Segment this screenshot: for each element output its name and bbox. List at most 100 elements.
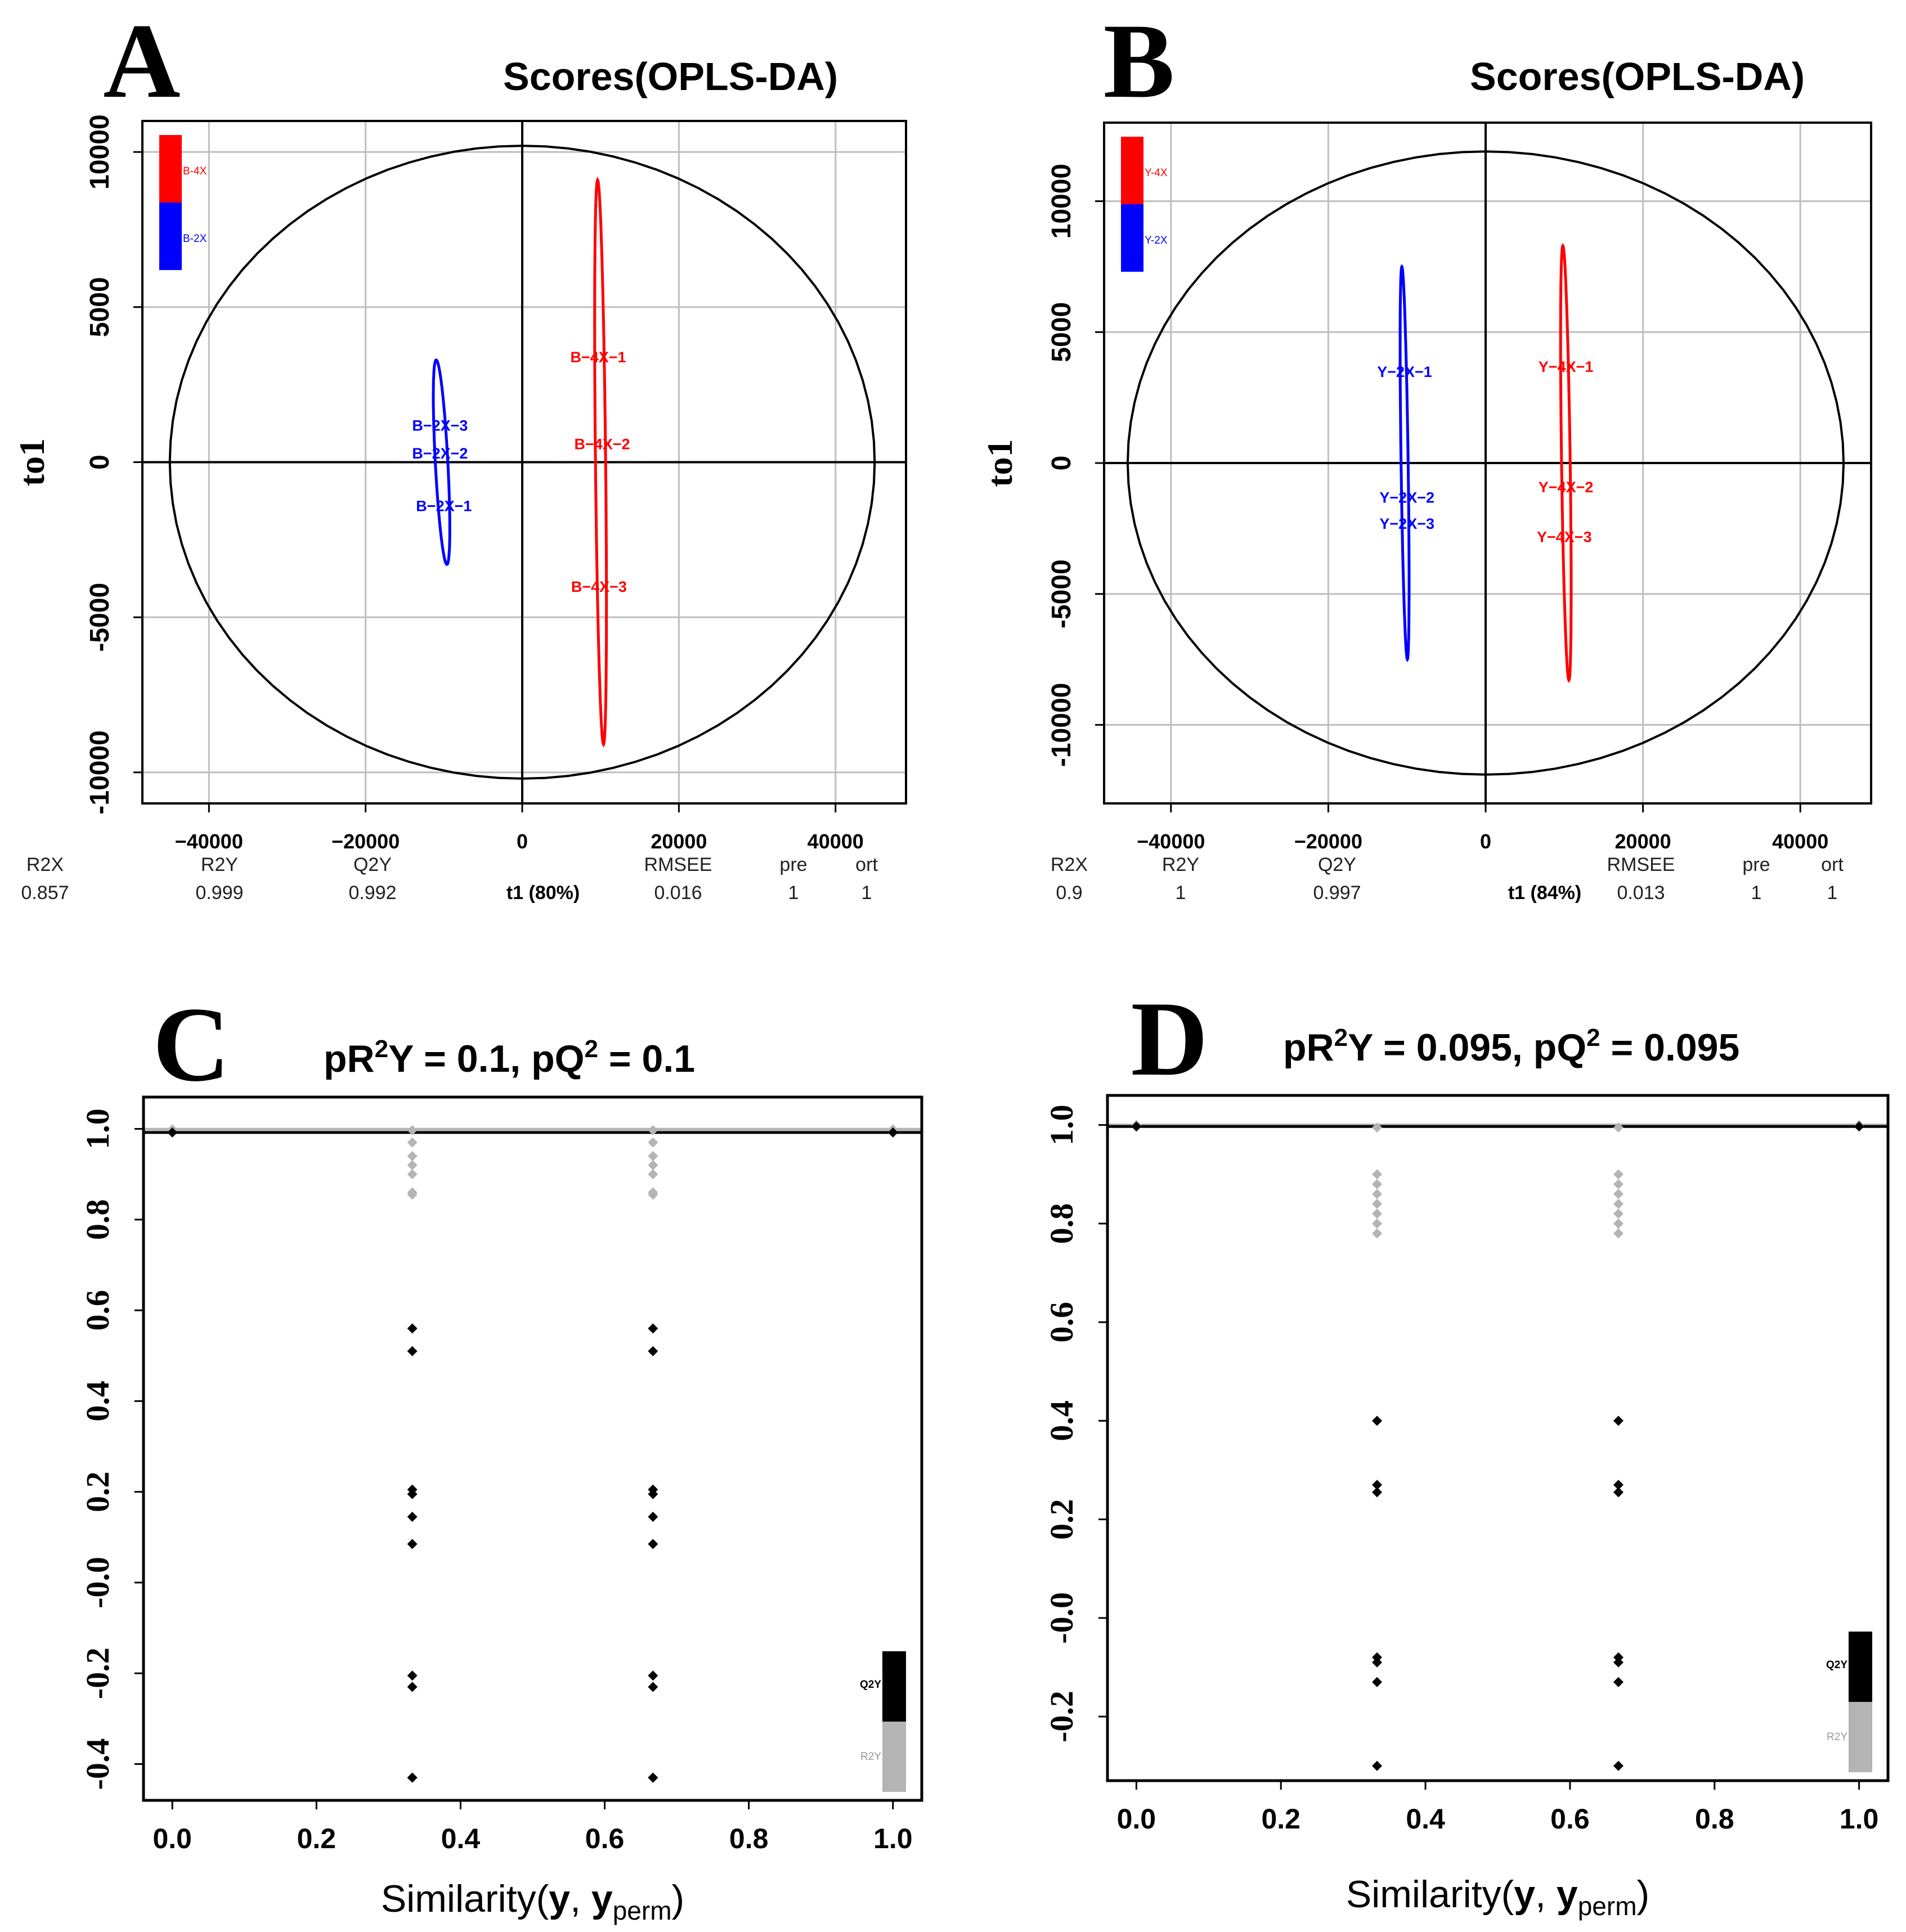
- data-point-q2y: [1372, 1480, 1383, 1490]
- title-part: pR: [324, 1037, 375, 1080]
- legend-swatch: [1121, 204, 1143, 272]
- point-label: Y−2X−1: [1377, 363, 1432, 380]
- stat-name: pre: [779, 854, 807, 875]
- data-point-r2y: [648, 1169, 658, 1180]
- point-label: Y−4X−1: [1539, 358, 1594, 375]
- data-point-r2y: [407, 1137, 418, 1148]
- stat-name: Q2Y: [353, 854, 392, 875]
- data-point-q2y: [1613, 1487, 1624, 1498]
- legend-swatch: [882, 1651, 906, 1722]
- x-tick-label: 0: [1480, 830, 1491, 853]
- data-point-q2y: [407, 1682, 418, 1692]
- legend-swatch: [1849, 1632, 1872, 1702]
- stat-value: 1: [788, 882, 799, 904]
- hotelling-ellipse: [168, 145, 876, 780]
- stat-value: 0.9: [1056, 882, 1082, 904]
- x-axis-label-part: y: [1557, 1873, 1578, 1916]
- y-tick-label: -0.2: [79, 1647, 116, 1699]
- stat-name: ort: [1821, 854, 1844, 875]
- plot-frame: [142, 1095, 923, 1802]
- data-point-r2y: [407, 1125, 418, 1135]
- x-axis-label-part: y: [549, 1877, 570, 1920]
- data-point-q2y: [407, 1346, 418, 1356]
- point-label: B−4X−3: [571, 578, 627, 595]
- panel-letter: D: [1131, 980, 1208, 1098]
- legend-swatch: [882, 1722, 906, 1792]
- legend-swatch: [1121, 137, 1143, 204]
- chart-title: Scores(OPLS-DA): [503, 55, 838, 98]
- stat-name: ort: [855, 854, 878, 875]
- stat-value: 0.013: [1617, 882, 1665, 904]
- y-tick-label: 10000: [1047, 164, 1077, 239]
- y-tick-label: -10000: [1047, 683, 1077, 767]
- stat-value: 0.016: [654, 882, 702, 904]
- stat-value: 1: [1176, 882, 1186, 904]
- data-point-r2y: [1372, 1228, 1383, 1239]
- x-tick-label: 0.6: [585, 1823, 625, 1854]
- stat-name: pre: [1742, 854, 1770, 875]
- data-point-q2y: [407, 1670, 418, 1681]
- point-label: Y−4X−3: [1537, 528, 1592, 545]
- title-part: pR: [1283, 1026, 1334, 1069]
- title-part: 2: [375, 1035, 388, 1063]
- y-tick-label: 0.8: [79, 1199, 116, 1240]
- data-point-r2y: [407, 1160, 418, 1170]
- point-label: B−4X−2: [574, 435, 630, 452]
- x-axis-label-part: ): [672, 1877, 685, 1920]
- data-point-q2y: [1372, 1760, 1383, 1771]
- data-point-r2y: [648, 1189, 658, 1200]
- x-tick-label: 0.4: [441, 1823, 481, 1854]
- y-tick-label: 10000: [85, 114, 115, 189]
- x-tick-label: 0.8: [1695, 1803, 1734, 1835]
- stat-value: 1: [1751, 882, 1762, 904]
- panel-a: A Scores(OPLS-DA) B−4X−1 B−4X−2 B−4X−3 B−2X−3…: [12, 2, 907, 904]
- data-point-q2y: [648, 1346, 658, 1356]
- stat-value: 0.992: [348, 882, 396, 904]
- data-point-r2y: [1372, 1122, 1383, 1133]
- x-tick-label: −40000: [1137, 830, 1205, 853]
- title-part: = 0.1: [598, 1037, 695, 1080]
- y-tick-label: 0.6: [79, 1290, 116, 1331]
- x-axis-label: Similarity(y, yperm): [1346, 1873, 1649, 1921]
- hotelling-ellipse: [1126, 150, 1845, 776]
- stat-value: 0.997: [1313, 882, 1361, 904]
- data-point-q2y: [167, 1127, 178, 1138]
- stat-name: R2Y: [201, 854, 238, 875]
- plot-frame: [1106, 1094, 1890, 1782]
- chart-title: pR2Y = 0.1, pQ2 = 0.1: [324, 1035, 695, 1080]
- y-tick-label: 0.4: [79, 1381, 116, 1422]
- group-ellipse: [1398, 264, 1411, 663]
- x-tick-label: 0.0: [153, 1823, 192, 1854]
- data-point-q2y: [407, 1323, 418, 1334]
- data-point-q2y: [1372, 1487, 1383, 1498]
- stat-value: 1: [1827, 882, 1838, 904]
- data-point-r2y: [1372, 1218, 1383, 1229]
- data-point-r2y: [648, 1160, 658, 1170]
- data-point-r2y: [1613, 1218, 1624, 1229]
- title-part: 2: [1586, 1024, 1600, 1052]
- data-point-q2y: [648, 1489, 658, 1499]
- data-point-r2y: [407, 1189, 418, 1200]
- x-axis-label-part: ,: [570, 1877, 591, 1920]
- data-point-q2y: [1372, 1657, 1383, 1668]
- legend-swatch: [159, 203, 182, 270]
- x-tick-label: −20000: [1294, 830, 1362, 853]
- point-label: Y−4X−2: [1539, 479, 1594, 496]
- data-point-r2y: [1613, 1169, 1624, 1180]
- data-point-q2y: [1613, 1657, 1624, 1668]
- panel-letter: C: [153, 986, 230, 1104]
- data-point-q2y: [1613, 1677, 1624, 1687]
- y-tick-label: 0.4: [1043, 1400, 1080, 1441]
- point-label: B−2X−2: [412, 445, 468, 462]
- stat-name: RMSEE: [1607, 854, 1675, 875]
- data-point-r2y: [1372, 1169, 1383, 1180]
- x-tick-label: 0.4: [1406, 1803, 1445, 1835]
- x-axis-label-part: ): [1637, 1873, 1650, 1916]
- data-point-q2y: [648, 1670, 658, 1681]
- x-tick-label: 1.0: [873, 1823, 913, 1854]
- x-axis-label-part: y: [591, 1877, 613, 1920]
- point-label: Y−2X−2: [1379, 489, 1434, 506]
